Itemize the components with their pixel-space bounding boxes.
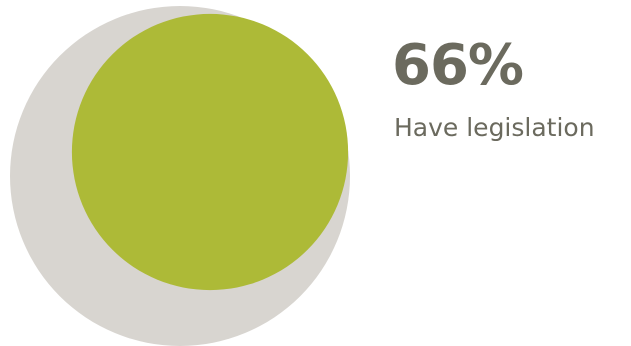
percent-label: Have legislation: [394, 113, 595, 142]
legislation-share-circle: [71, 13, 349, 291]
percent-value: 66%: [392, 33, 524, 98]
